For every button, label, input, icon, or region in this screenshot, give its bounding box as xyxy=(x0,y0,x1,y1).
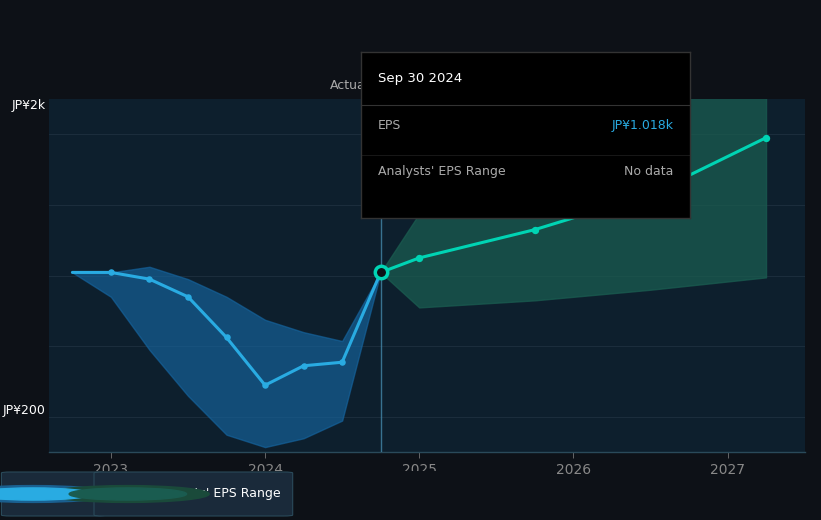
Text: JP¥2k: JP¥2k xyxy=(11,99,45,112)
Text: EPS: EPS xyxy=(60,488,84,500)
Point xyxy=(528,226,541,234)
Point xyxy=(374,268,388,277)
Point xyxy=(181,293,195,301)
Circle shape xyxy=(69,488,186,500)
Point xyxy=(143,275,156,283)
Text: Sep 30 2024: Sep 30 2024 xyxy=(378,72,462,85)
Point xyxy=(644,190,657,199)
Text: No data: No data xyxy=(624,165,673,178)
Text: Analysts Forecasts: Analysts Forecasts xyxy=(392,79,508,92)
Text: Actual: Actual xyxy=(330,79,369,92)
FancyBboxPatch shape xyxy=(2,472,105,516)
Point xyxy=(413,254,426,262)
Circle shape xyxy=(0,486,114,502)
Point xyxy=(336,358,349,367)
Text: Analysts' EPS Range: Analysts' EPS Range xyxy=(153,488,280,500)
Point xyxy=(297,361,310,370)
Circle shape xyxy=(0,488,92,500)
Point xyxy=(759,134,773,142)
Text: Analysts' EPS Range: Analysts' EPS Range xyxy=(378,165,505,178)
Point xyxy=(220,333,233,342)
Text: JP¥1.018k: JP¥1.018k xyxy=(611,119,673,132)
Circle shape xyxy=(47,486,209,502)
Point xyxy=(104,268,117,277)
FancyBboxPatch shape xyxy=(94,472,293,516)
Point xyxy=(259,381,272,389)
Text: JP¥200: JP¥200 xyxy=(2,404,45,417)
Text: EPS: EPS xyxy=(378,119,401,132)
